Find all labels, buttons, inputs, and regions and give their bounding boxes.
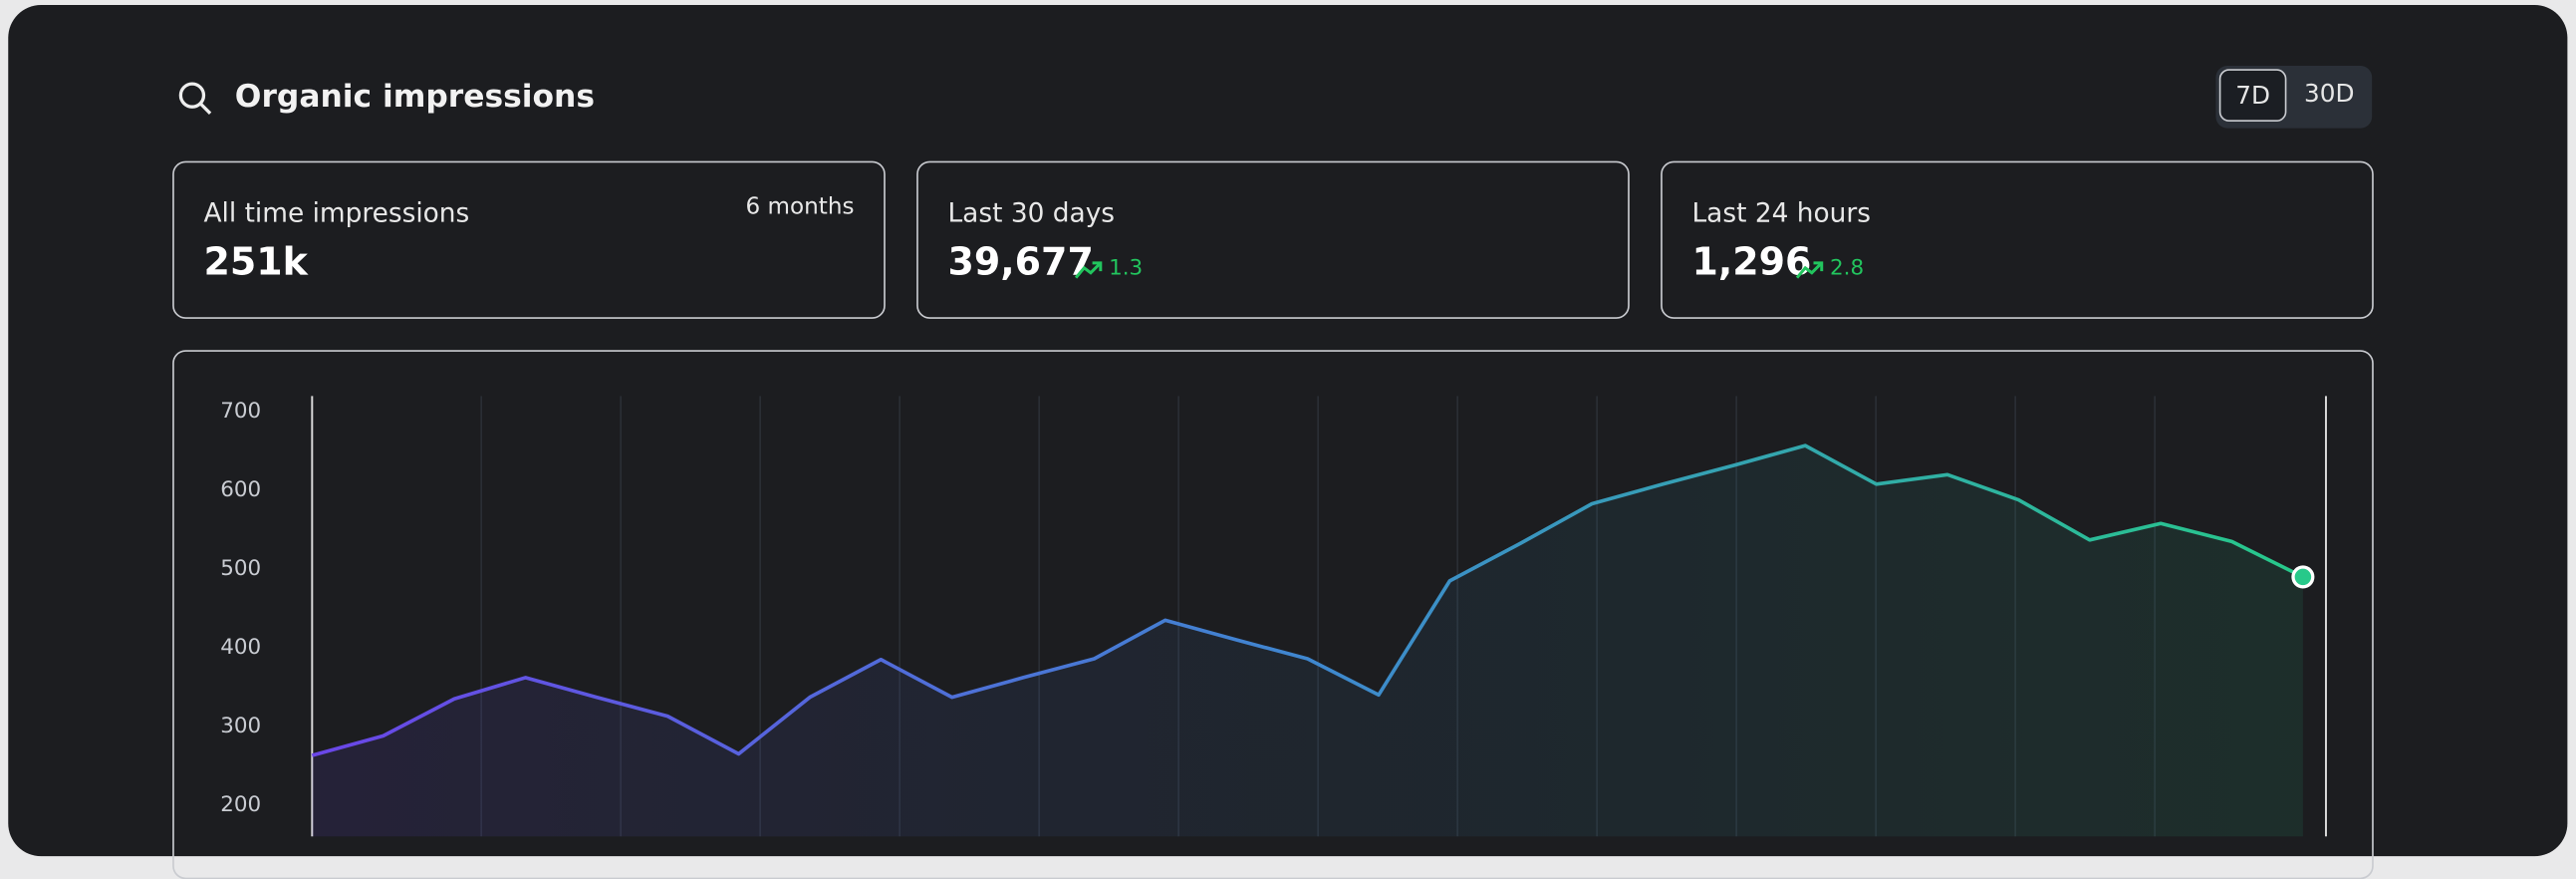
stat-card: Last 30 days 39,677 1.3 (916, 160, 1630, 319)
stat-change: 1.3 (1074, 256, 1143, 281)
stat-value: 251k (203, 241, 308, 285)
toggle-30d[interactable]: 30D (2304, 79, 2355, 109)
trend-icon (1795, 260, 1824, 278)
stat-label: All time impressions (203, 196, 470, 229)
stat-value: 39,677 (947, 241, 1094, 285)
y-tick-label: 300 (220, 714, 261, 738)
range-toggle: 7D 30D (2215, 65, 2373, 129)
line-area (312, 445, 2303, 837)
toggle-7d[interactable]: 7D (2218, 69, 2287, 123)
chart: 200 300 400 500 600 700 (220, 396, 2327, 837)
trend-icon (1074, 260, 1103, 278)
stat-change: 2.8 (1795, 256, 1864, 281)
stat-label: Last 24 hours (1691, 196, 1871, 229)
change-value: 1.3 (1109, 256, 1144, 281)
last-point (2291, 565, 2315, 589)
stat-card: Last 24 hours 1,296 2.8 (1661, 160, 2374, 319)
y-tick-label: 700 (220, 399, 261, 424)
title: Organic impressions (234, 79, 596, 116)
stat-note: 6 months (745, 193, 855, 220)
stat-card: All time impressions 251k 6 months (172, 160, 886, 319)
search-icon[interactable] (177, 81, 213, 117)
y-tick-label: 200 (220, 792, 261, 817)
y-tick-label: 600 (220, 477, 261, 502)
stat-value: 1,296 (1691, 241, 1812, 285)
stat-label: Last 30 days (947, 196, 1116, 229)
y-tick-label: 500 (220, 556, 261, 581)
chart-card: 200 300 400 500 600 700 (172, 350, 2374, 879)
y-tick-label: 400 (220, 635, 261, 660)
line (311, 443, 2304, 757)
change-value: 2.8 (1829, 256, 1865, 281)
